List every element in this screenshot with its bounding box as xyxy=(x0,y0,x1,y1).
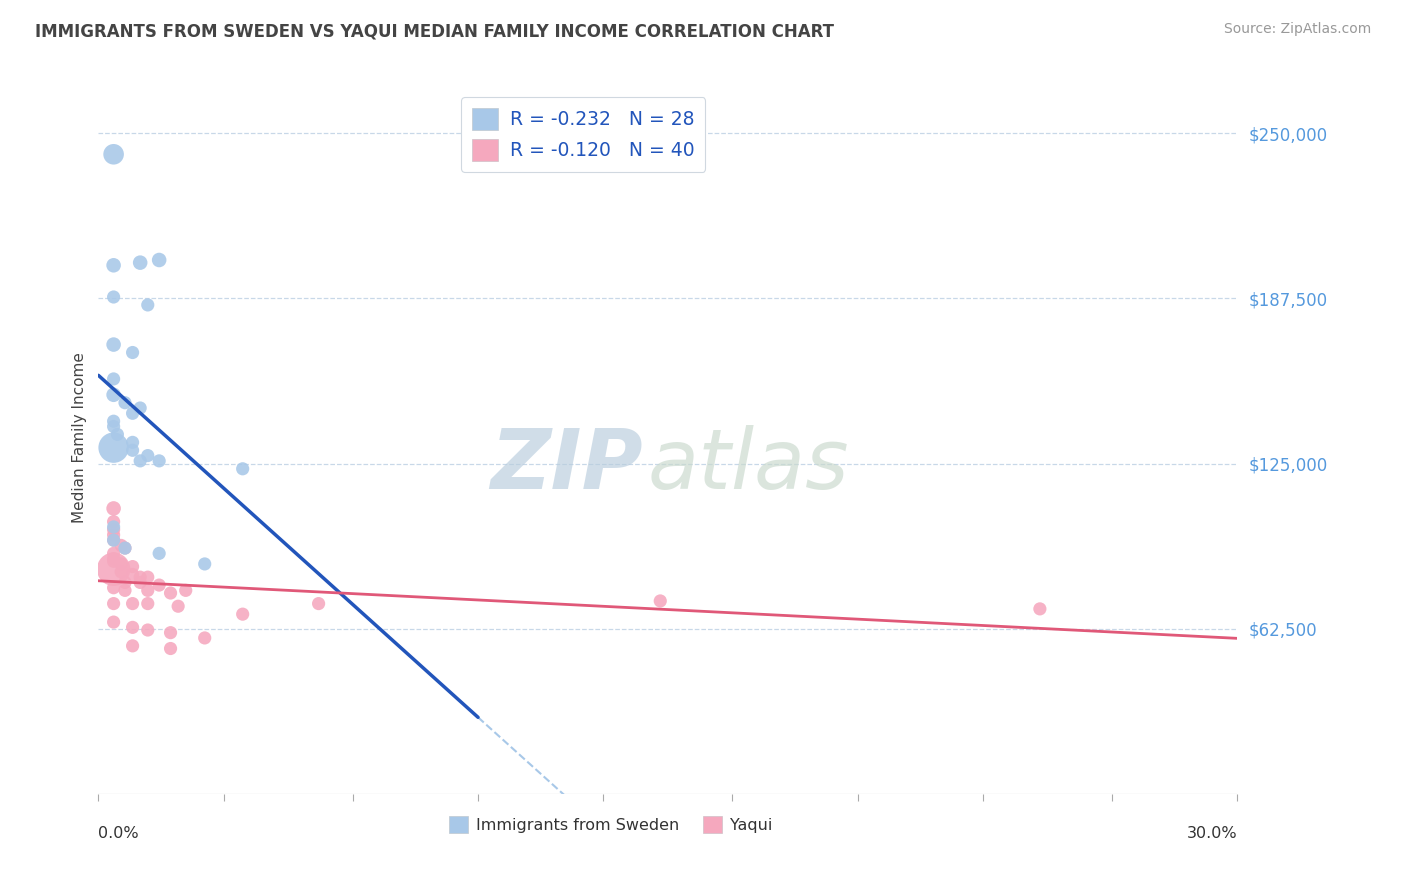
Point xyxy=(103,515,125,529)
Point xyxy=(114,541,136,555)
Point xyxy=(103,419,125,434)
Point xyxy=(136,597,159,611)
Point xyxy=(121,443,143,458)
Point xyxy=(103,372,125,386)
Point xyxy=(103,523,125,537)
Point xyxy=(121,435,143,450)
Point xyxy=(650,594,672,608)
Point xyxy=(1029,602,1052,616)
Point xyxy=(103,441,125,455)
Point xyxy=(136,570,159,584)
Point xyxy=(103,528,125,542)
Point xyxy=(121,567,143,582)
Text: atlas: atlas xyxy=(647,425,849,506)
Point xyxy=(232,607,254,622)
Point xyxy=(103,533,125,548)
Point xyxy=(129,575,152,590)
Point xyxy=(114,541,136,555)
Point xyxy=(308,597,330,611)
Point xyxy=(103,615,125,629)
Point xyxy=(110,557,132,571)
Point xyxy=(103,551,125,566)
Point xyxy=(148,454,170,468)
Point xyxy=(103,533,125,548)
Point xyxy=(159,586,181,600)
Point xyxy=(103,388,125,402)
Point xyxy=(103,581,125,595)
Point xyxy=(114,575,136,590)
Point xyxy=(136,583,159,598)
Point xyxy=(194,557,217,571)
Text: IMMIGRANTS FROM SWEDEN VS YAQUI MEDIAN FAMILY INCOME CORRELATION CHART: IMMIGRANTS FROM SWEDEN VS YAQUI MEDIAN F… xyxy=(35,22,834,40)
Point xyxy=(103,337,125,351)
Text: Source: ZipAtlas.com: Source: ZipAtlas.com xyxy=(1223,22,1371,37)
Text: 0.0%: 0.0% xyxy=(98,826,139,841)
Text: 30.0%: 30.0% xyxy=(1187,826,1237,841)
Point xyxy=(110,538,132,552)
Point xyxy=(121,597,143,611)
Text: ZIP: ZIP xyxy=(491,425,643,506)
Point xyxy=(103,258,125,272)
Point xyxy=(167,599,190,614)
Point xyxy=(121,639,143,653)
Point xyxy=(103,562,125,576)
Point xyxy=(148,252,170,267)
Point xyxy=(129,255,152,269)
Point xyxy=(103,554,125,568)
Point xyxy=(121,620,143,634)
Point xyxy=(129,454,152,468)
Point xyxy=(159,625,181,640)
Point xyxy=(103,414,125,428)
Point xyxy=(114,583,136,598)
Point xyxy=(159,641,181,656)
Y-axis label: Median Family Income: Median Family Income xyxy=(72,351,87,523)
Point xyxy=(136,449,159,463)
Point xyxy=(174,583,197,598)
Point xyxy=(232,462,254,476)
Point xyxy=(103,546,125,560)
Point xyxy=(148,546,170,560)
Point xyxy=(136,623,159,637)
Point xyxy=(103,147,125,161)
Point xyxy=(121,345,143,359)
Point xyxy=(129,401,152,415)
Point xyxy=(103,501,125,516)
Point xyxy=(121,406,143,420)
Point xyxy=(194,631,217,645)
Legend: Immigrants from Sweden, Yaqui: Immigrants from Sweden, Yaqui xyxy=(443,810,779,839)
Point xyxy=(129,570,152,584)
Point xyxy=(136,298,159,312)
Point xyxy=(103,290,125,304)
Point xyxy=(103,597,125,611)
Point xyxy=(103,520,125,534)
Point xyxy=(110,565,132,579)
Point xyxy=(121,559,143,574)
Point xyxy=(114,395,136,409)
Point xyxy=(107,427,129,442)
Point xyxy=(148,578,170,592)
